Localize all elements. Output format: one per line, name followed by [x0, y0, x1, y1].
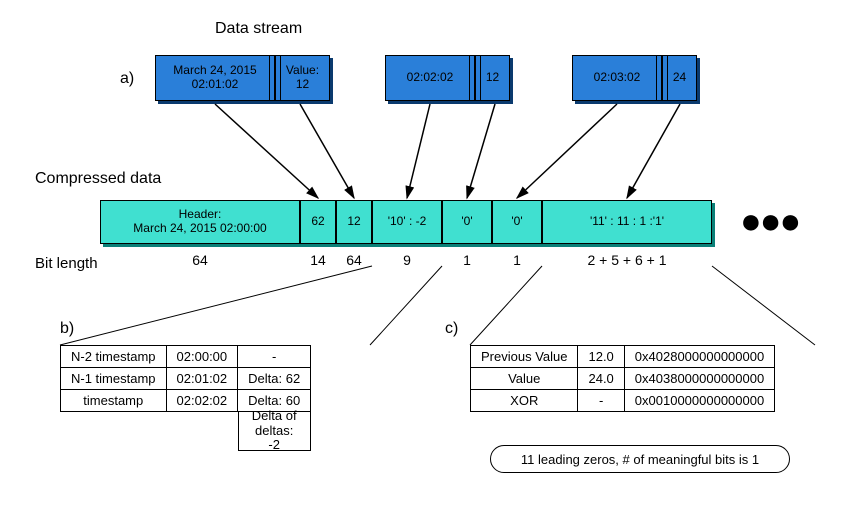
xor-cell: 24.0: [578, 368, 624, 390]
xor-cell: XOR: [471, 390, 578, 412]
bit-length-value: 1: [492, 252, 542, 268]
stream-timestamp: March 24, 2015 02:01:02: [155, 55, 275, 101]
delta-cell: N-1 timestamp: [61, 368, 167, 390]
delta-cell: 02:01:02: [166, 368, 238, 390]
bit-length-value: 64: [336, 252, 372, 268]
delta-table: N-2 timestamp02:00:00- N-1 timestamp02:01…: [60, 345, 311, 412]
stream-value: Value: 12: [275, 55, 330, 101]
compressed-cell: '0': [492, 200, 542, 244]
bit-length-value: 1: [442, 252, 492, 268]
data-stream-label: Data stream: [215, 20, 302, 38]
delta-cell: timestamp: [61, 390, 167, 412]
stream-timestamp: 02:02:02: [385, 55, 475, 101]
letter-c: c): [445, 320, 458, 338]
bit-length-value: 64: [100, 252, 300, 268]
letter-b: b): [60, 320, 74, 338]
stream-timestamp: 02:03:02: [572, 55, 662, 101]
delta-cell: N-2 timestamp: [61, 346, 167, 368]
bit-length-value: 2 + 5 + 6 + 1: [542, 252, 712, 268]
compressed-cell: 62: [300, 200, 336, 244]
delta-cell: Delta: 62: [238, 368, 311, 390]
bit-length-label: Bit length: [35, 255, 98, 272]
bit-length-value: 14: [300, 252, 336, 268]
compressed-cell: '10' : -2: [372, 200, 442, 244]
delta-footer: Delta of deltas: -2: [238, 411, 311, 451]
xor-table: Previous Value12.00x4028000000000000 Valu…: [470, 345, 775, 412]
xor-cell: 0x0010000000000000: [624, 390, 774, 412]
compressed-cell: 12: [336, 200, 372, 244]
xor-cell: -: [578, 390, 624, 412]
compressed-cell: '11' : 11 : 1 :'1': [542, 200, 712, 244]
xor-cell: Value: [471, 368, 578, 390]
xor-cell: 0x4038000000000000: [624, 368, 774, 390]
xor-cell: Previous Value: [471, 346, 578, 368]
ellipsis-icon: ●●●: [740, 200, 799, 242]
delta-cell: -: [238, 346, 311, 368]
xor-cell: 0x4028000000000000: [624, 346, 774, 368]
letter-a: a): [120, 70, 134, 88]
compressed-cell: Header: March 24, 2015 02:00:00: [100, 200, 300, 244]
delta-cell: 02:00:00: [166, 346, 238, 368]
compressed-data-label: Compressed data: [35, 170, 161, 188]
xor-cell: 12.0: [578, 346, 624, 368]
delta-cell: 02:02:02: [166, 390, 238, 412]
bit-length-value: 9: [372, 252, 442, 268]
compressed-cell: '0': [442, 200, 492, 244]
note-oval: 11 leading zeros, # of meaningful bits i…: [490, 445, 790, 473]
